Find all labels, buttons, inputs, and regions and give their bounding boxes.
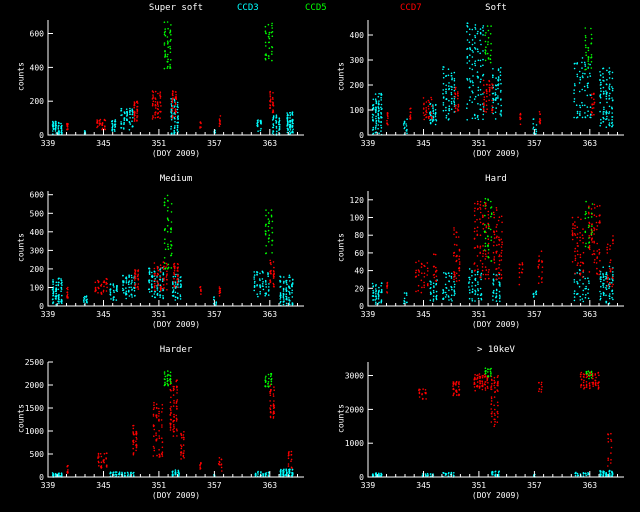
svg-text:300: 300 [350,56,365,65]
svg-text:363: 363 [583,481,598,490]
x-axis-label: (DOY 2009) [471,491,521,500]
svg-text:80: 80 [354,231,364,240]
scatter-plot-super-soft: 0 200 400 600 339 345 351 357 363 [30,20,304,148]
svg-text:0: 0 [39,302,44,311]
svg-text:351: 351 [472,481,487,490]
svg-text:351: 351 [152,481,167,490]
x-axis-label: (DOY 2009) [151,491,201,500]
panel-title: Medium [159,174,193,184]
scatter-plot-gt10kev: 0 1000 2000 3000 339 345 351 357 363 [345,362,624,490]
x-axis-label: (DOY 2009) [471,320,521,329]
panel-title: Harder [159,345,193,355]
panel-harder: 0 500 1000 1500 2000 2500 339 345 351 357 363 Hard… [0,342,320,512]
y-axis-label: counts [16,233,26,262]
svg-text:357: 357 [527,481,542,490]
svg-text:20: 20 [354,284,364,293]
svg-text:357: 357 [207,139,222,148]
svg-text:345: 345 [96,139,111,148]
svg-text:3000: 3000 [345,372,364,381]
y-axis-label: counts [16,404,26,433]
svg-text:1000: 1000 [345,439,364,448]
svg-text:300: 300 [30,246,45,255]
svg-text:400: 400 [350,31,365,40]
svg-text:2500: 2500 [25,358,44,367]
svg-text:0: 0 [39,131,44,140]
svg-text:600: 600 [30,191,45,200]
svg-text:1500: 1500 [25,404,44,413]
svg-text:0: 0 [359,473,364,482]
svg-text:357: 357 [207,481,222,490]
svg-text:351: 351 [472,139,487,148]
svg-text:351: 351 [152,310,167,319]
svg-text:345: 345 [416,310,431,319]
svg-text:200: 200 [350,81,365,90]
svg-text:60: 60 [354,249,364,258]
svg-text:100: 100 [30,284,45,293]
svg-text:2000: 2000 [25,381,44,390]
panel-medium: 0 100 200 300 400 500 600 339 345 351 357 363 Mediu… [0,171,320,341]
svg-text:363: 363 [263,139,278,148]
svg-text:2000: 2000 [345,405,364,414]
svg-text:0: 0 [39,473,44,482]
svg-text:1000: 1000 [25,427,44,436]
x-axis-label: (DOY 2009) [151,320,201,329]
svg-text:363: 363 [583,310,598,319]
svg-text:345: 345 [96,310,111,319]
svg-text:351: 351 [152,139,167,148]
legend-ccd5: CCD5 [305,3,327,13]
panel-soft: 0 100 200 300 400 339 345 351 357 363 Soft counts… [320,0,640,170]
legend-ccd3: CCD3 [237,3,259,13]
svg-text:357: 357 [527,310,542,319]
svg-text:345: 345 [96,481,111,490]
svg-text:500: 500 [30,450,45,459]
svg-text:400: 400 [30,63,45,72]
scatter-plot-medium: 0 100 200 300 400 500 600 339 345 351 357 363 [30,191,304,319]
legend: CCD3 CCD5 CCD7 [0,3,640,15]
svg-text:40: 40 [354,267,364,276]
svg-text:357: 357 [527,139,542,148]
svg-text:100: 100 [350,106,365,115]
panel-title: Hard [485,174,507,184]
svg-text:339: 339 [361,310,376,319]
panel-gt10kev: 0 1000 2000 3000 339 345 351 357 363 > 10keV cou… [320,342,640,512]
svg-text:0: 0 [359,302,364,311]
svg-text:339: 339 [41,310,56,319]
svg-text:351: 351 [472,310,487,319]
svg-text:400: 400 [30,228,45,237]
x-axis-label: (DOY 2009) [471,149,521,158]
svg-text:363: 363 [263,310,278,319]
scatter-plot-soft: 0 100 200 300 400 339 345 351 357 363 [350,20,624,148]
svg-text:363: 363 [583,139,598,148]
svg-text:339: 339 [41,481,56,490]
svg-text:0: 0 [359,131,364,140]
scatter-plot-harder: 0 500 1000 1500 2000 2500 339 345 351 357 363 [25,358,304,490]
svg-text:600: 600 [30,30,45,39]
svg-text:339: 339 [361,139,376,148]
svg-text:200: 200 [30,97,45,106]
y-axis-label: counts [336,233,346,262]
svg-text:357: 357 [207,310,222,319]
svg-text:339: 339 [361,481,376,490]
y-axis-label: counts [336,404,346,433]
y-axis-label: counts [16,62,26,91]
svg-text:363: 363 [263,481,278,490]
svg-text:500: 500 [30,209,45,218]
svg-text:100: 100 [350,214,365,223]
x-axis-label: (DOY 2009) [151,149,201,158]
y-axis-label: counts [336,62,346,91]
panel-title: Soft [485,3,507,13]
svg-text:200: 200 [30,265,45,274]
svg-text:339: 339 [41,139,56,148]
panel-title: Super soft [148,3,204,13]
svg-text:345: 345 [416,481,431,490]
svg-text:345: 345 [416,139,431,148]
panel-hard: 0 20 40 60 80 100 120 339 345 351 357 363 Hard coun… [320,171,640,341]
scatter-plot-hard: 0 20 40 60 80 100 120 339 345 351 357 363 [350,191,624,319]
svg-text:120: 120 [350,196,365,205]
panel-super-soft: 0 200 400 600 339 345 351 357 363 Super soft cou… [0,0,320,170]
panel-title: > 10keV [477,345,515,355]
legend-ccd7: CCD7 [400,3,422,13]
